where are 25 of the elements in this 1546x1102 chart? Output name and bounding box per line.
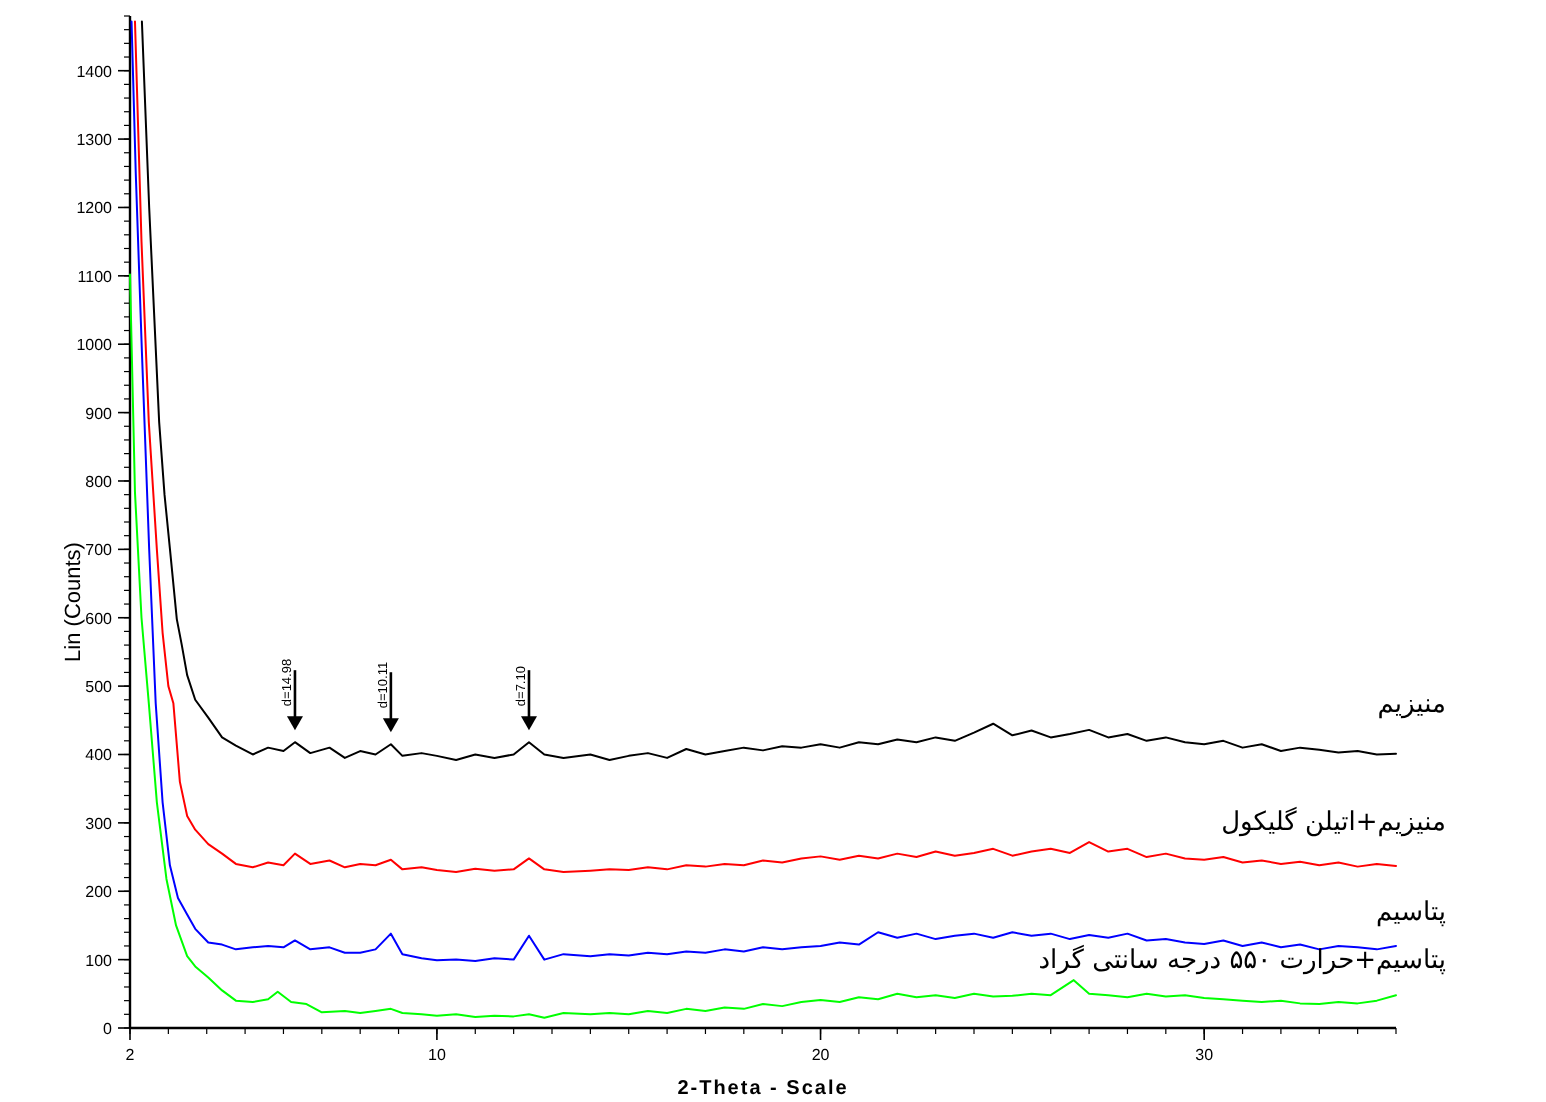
x-tick-label: 10 bbox=[428, 1046, 447, 1064]
y-tick-label: 200 bbox=[85, 883, 114, 902]
y-tick-label: 1200 bbox=[76, 199, 114, 218]
y-tick-label: 600 bbox=[85, 609, 114, 628]
y-tick-label: 0 bbox=[103, 1020, 114, 1038]
x-axis-title: 2-Theta - Scale bbox=[677, 1078, 849, 1100]
series-label: منیزیم+اتیلن گلیکول bbox=[1221, 806, 1446, 839]
y-tick-label: 700 bbox=[85, 541, 114, 560]
y-tick-label: 500 bbox=[85, 678, 114, 697]
y-axis-title: Lin (Counts) bbox=[62, 542, 86, 662]
y-tick-label: 800 bbox=[85, 472, 114, 491]
x-tick-label: 20 bbox=[811, 1046, 831, 1064]
series-label: منیزیم bbox=[1377, 689, 1446, 720]
y-tick-label: 1000 bbox=[76, 336, 114, 355]
series-label: پتاسیم bbox=[1376, 898, 1447, 929]
y-tick-label: 1100 bbox=[77, 267, 114, 286]
y-tick-label: 900 bbox=[85, 404, 114, 423]
y-tick-label: 300 bbox=[85, 814, 114, 833]
y-tick-label: 400 bbox=[85, 746, 114, 765]
y-tick-label: 1400 bbox=[76, 62, 114, 81]
series-label: پتاسیم+حرارت ۵۵۰ درجه سانتی گراد bbox=[1038, 944, 1447, 977]
y-tick-label: 1300 bbox=[76, 131, 114, 150]
x-tick-label: 30 bbox=[1195, 1046, 1215, 1064]
x-tick-label: 2 bbox=[125, 1046, 136, 1064]
y-tick-label: 100 bbox=[85, 951, 114, 970]
